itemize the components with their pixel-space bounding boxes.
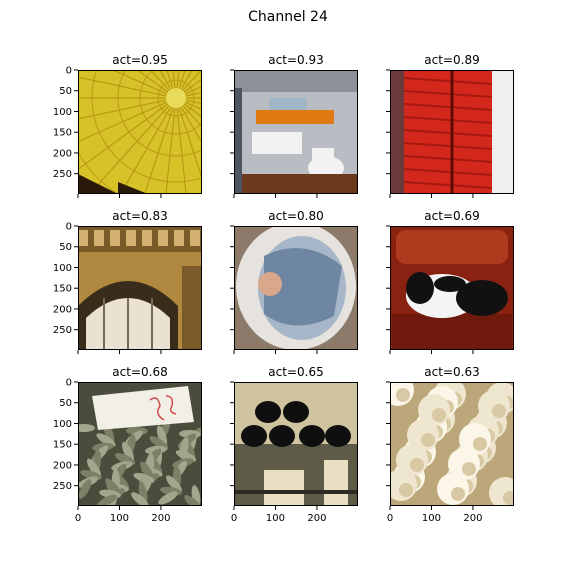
x-tick-label: 0	[231, 513, 237, 524]
y-tick-label: 100	[53, 263, 72, 274]
panel-image	[234, 382, 358, 506]
y-tick-label: 200	[53, 148, 72, 159]
panel-frame	[390, 382, 514, 506]
panel-title: act=0.65	[268, 365, 323, 379]
panel: act=0.63 0 100 200	[386, 365, 514, 524]
panel: act=0.80	[230, 209, 358, 354]
y-tick-label: 50	[59, 86, 72, 97]
y-tick-label: 150	[53, 284, 72, 295]
panel-frame	[234, 70, 358, 194]
panel-image	[78, 226, 202, 350]
panel-title: act=0.80	[268, 209, 323, 223]
panel: act=0.89	[386, 53, 514, 198]
y-tick-label: 250	[53, 169, 72, 180]
panel-image	[390, 70, 514, 194]
panel-frame	[78, 382, 202, 506]
y-tick-label: 200	[53, 460, 72, 471]
panel-frame	[78, 226, 202, 350]
y-tick-label: 250	[53, 325, 72, 336]
x-tick-label: 0	[75, 513, 81, 524]
panel-image	[390, 382, 514, 506]
panel-title: act=0.69	[424, 209, 479, 223]
panel-title: act=0.89	[424, 53, 479, 67]
x-tick-label: 100	[422, 513, 441, 524]
panel-frame	[234, 226, 358, 350]
y-tick-label: 200	[53, 304, 72, 315]
y-tick-label: 50	[59, 242, 72, 253]
panel-image	[78, 382, 202, 506]
panel: act=0.83 0 50 100 150 200 250	[53, 209, 202, 354]
y-tick-label: 50	[59, 398, 72, 409]
y-tick-label: 0	[66, 378, 72, 389]
y-tick-label: 0	[66, 66, 72, 77]
panel-image	[390, 226, 514, 350]
x-tick-label: 200	[463, 513, 482, 524]
panel-image	[234, 226, 358, 350]
panel-title: act=0.63	[424, 365, 479, 379]
y-tick-label: 0	[66, 222, 72, 233]
x-tick-label: 200	[151, 513, 170, 524]
panel-image	[78, 70, 202, 194]
panel-title: act=0.83	[112, 209, 167, 223]
panel: act=0.69	[386, 209, 514, 354]
panel-title: act=0.95	[112, 53, 167, 67]
y-tick-label: 100	[53, 419, 72, 430]
figure-title: Channel 24	[248, 9, 328, 25]
panel-frame	[234, 382, 358, 506]
panel-frame	[390, 226, 514, 350]
panel: act=0.95 0 50 100 150 200 250	[53, 53, 202, 198]
panel-title: act=0.93	[268, 53, 323, 67]
y-tick-label: 100	[53, 107, 72, 118]
y-tick-label: 150	[53, 128, 72, 139]
x-tick-label: 200	[307, 513, 326, 524]
panel: act=0.93	[230, 53, 358, 198]
panel-image	[234, 70, 358, 194]
x-tick-label: 0	[387, 513, 393, 524]
panel: act=0.68 0 50 100 150 200 250 0 100 200	[53, 365, 202, 524]
panel-frame	[78, 70, 202, 194]
y-tick-label: 150	[53, 440, 72, 451]
y-tick-label: 250	[53, 481, 72, 492]
panel-title: act=0.68	[112, 365, 167, 379]
x-tick-label: 100	[266, 513, 285, 524]
x-tick-label: 100	[110, 513, 129, 524]
panel-frame	[390, 70, 514, 194]
panel: act=0.65 0 100 200	[230, 365, 358, 524]
